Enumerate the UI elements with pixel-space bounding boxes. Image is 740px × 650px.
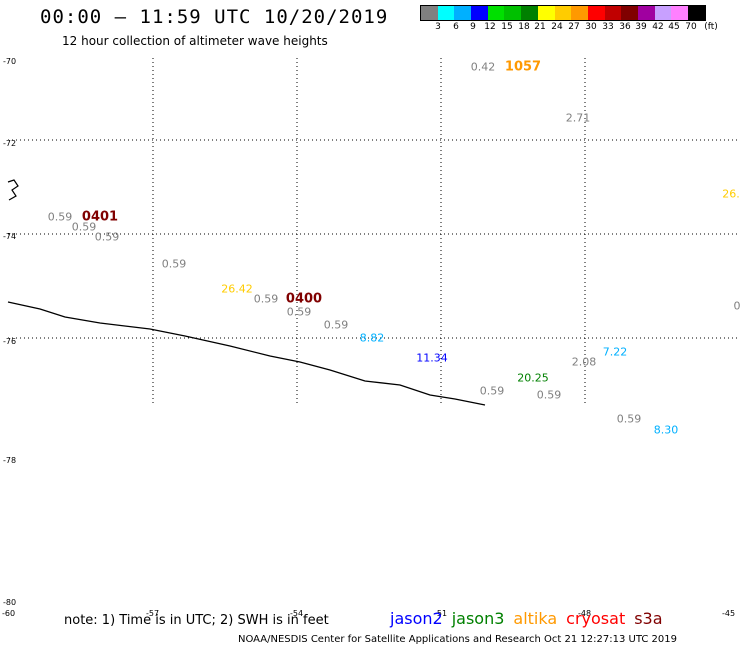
satellite-name: cryosat (566, 609, 626, 628)
color-scale-tick: 18 (518, 22, 530, 32)
color-scale-tick: (ft) (704, 22, 718, 32)
latitude-label: -74 (3, 232, 17, 241)
longitude-label: -51 (434, 609, 448, 618)
color-swatch (604, 6, 622, 20)
color-scale-tick: 12 (484, 22, 496, 32)
latitude-label: -76 (3, 337, 17, 346)
color-scale-tick: 15 (501, 22, 513, 32)
color-scale-tick: 30 (585, 22, 597, 32)
satellite-name: s3a (634, 609, 663, 628)
wave-height-label: 2.08 (571, 355, 597, 369)
wave-height-label: 0.59 (286, 305, 312, 319)
wave-height-label: 0.59 (47, 210, 73, 224)
color-swatch (587, 6, 605, 20)
latitude-label: -72 (3, 139, 17, 148)
color-scale-tick: 45 (668, 22, 680, 32)
coastline-left (7, 179, 19, 201)
longitude-label: -54 (290, 609, 304, 618)
color-swatch (454, 6, 472, 20)
footer-note: note: 1) Time is in UTC; 2) SWH is in fe… (64, 613, 329, 628)
color-scale-tick: 42 (652, 22, 664, 32)
satellite-name: jason2 (390, 609, 443, 628)
wave-height-label: 0.42 (470, 60, 496, 74)
color-swatch (487, 6, 505, 20)
color-swatch (688, 6, 705, 20)
color-swatch (671, 6, 688, 20)
longitude-label: -60 (2, 609, 16, 618)
longitude-label: -57 (146, 609, 160, 618)
wave-height-label: 0 (733, 299, 740, 313)
color-scale-tick: 6 (453, 22, 459, 32)
wave-height-label: 1057 (504, 59, 542, 75)
wave-height-label: 0.59 (536, 388, 562, 402)
wave-height-label: 0.59 (616, 412, 642, 426)
wave-height-label: 0.59 (479, 384, 505, 398)
credit-line: NOAA/NESDIS Center for Satellite Applica… (238, 634, 677, 645)
wave-height-label: 26. (722, 187, 740, 201)
wave-height-label: 26.42 (221, 282, 253, 296)
color-scale-tick: 39 (635, 22, 647, 32)
wave-height-label: 7.22 (602, 345, 628, 359)
satellite-name: jason3 (451, 609, 505, 628)
color-swatch (621, 6, 638, 20)
color-swatch (537, 6, 555, 20)
color-scale-tick: 70 (685, 22, 697, 32)
color-scale-tick: 9 (470, 22, 476, 32)
wave-height-label: 0400 (285, 291, 323, 307)
latitude-label: -78 (3, 456, 17, 465)
color-scale-tick: 3 (435, 22, 441, 32)
satellite-name: altika (513, 609, 558, 628)
color-scale-ticks: 3 6 9 12 15 18 21 24 27 30 33 36 39 42 45 70 (ft) (420, 22, 740, 34)
color-scale-tick: 36 (619, 22, 631, 32)
wave-height-label: 8.30 (653, 423, 679, 437)
wave-height-label: 0.59 (253, 292, 279, 306)
latitude-label: -80 (3, 598, 17, 607)
color-scale-tick: 21 (534, 22, 546, 32)
color-swatch (504, 6, 522, 20)
color-swatch (437, 6, 455, 20)
color-swatch (637, 6, 655, 20)
wave-height-label: 8.82 (359, 331, 385, 345)
wave-height-label: 0.59 (94, 230, 120, 244)
color-swatch (421, 6, 438, 20)
latitude-label: -70 (3, 57, 17, 66)
wave-height-label: 11.34 (416, 351, 448, 365)
color-swatch (571, 6, 588, 20)
color-swatch (554, 6, 572, 20)
color-swatch (654, 6, 672, 20)
wave-height-label: 0.59 (161, 257, 187, 271)
wave-height-label: 0401 (81, 209, 119, 225)
page-title: 00:00 – 11:59 UTC 10/20/2019 (40, 6, 389, 28)
longitude-label: -48 (578, 609, 592, 618)
color-scale-bar (420, 5, 706, 21)
ice-shelf-edge (7, 301, 486, 406)
wave-height-label: 0.59 (323, 318, 349, 332)
color-swatch (521, 6, 538, 20)
color-swatch (471, 6, 488, 20)
page-subtitle: 12 hour collection of altimeter wave hei… (62, 34, 328, 48)
satellite-legend: jason2 jason3 altika cryosat s3a (390, 609, 672, 628)
wave-height-label: 0.59 (71, 220, 97, 234)
color-scale-tick: 24 (551, 22, 563, 32)
wave-height-label: 20.25 (517, 371, 549, 385)
wave-height-label: 2.71 (565, 111, 591, 125)
longitude-label: -45 (722, 609, 736, 618)
color-scale-tick: 33 (602, 22, 614, 32)
color-scale-tick: 27 (568, 22, 580, 32)
